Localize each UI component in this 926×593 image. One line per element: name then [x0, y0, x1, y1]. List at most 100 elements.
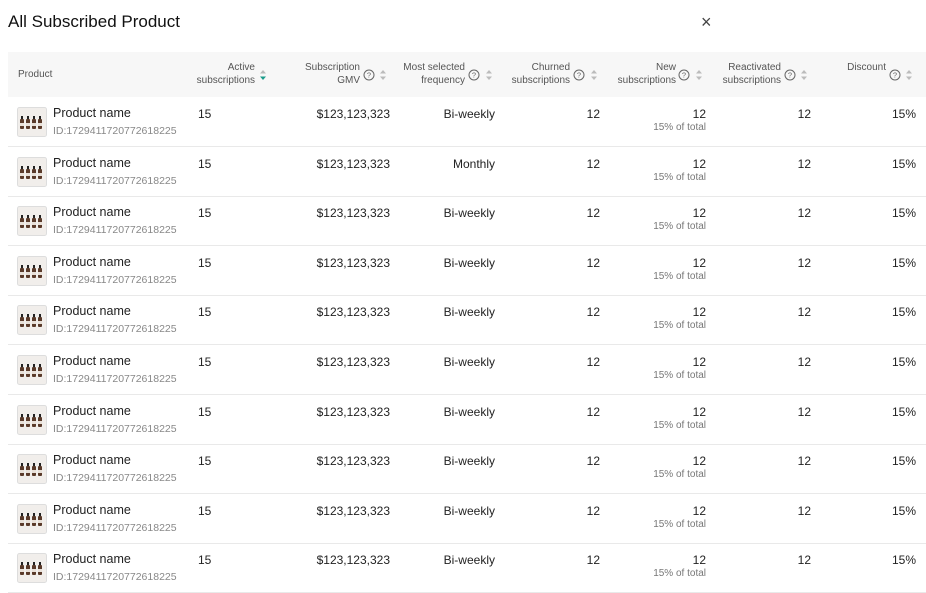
sort-button[interactable] [259, 68, 267, 80]
sort-button[interactable] [695, 68, 703, 80]
column-header: Reactivated subscriptions [722, 62, 781, 86]
new-share: 15% of total [653, 122, 706, 133]
active-subscriptions: 15 [198, 404, 212, 419]
product-id: ID:1729411720772618225 [53, 373, 177, 385]
active-subscriptions: 15 [198, 454, 212, 469]
product-name: Product name [53, 453, 131, 468]
discount: 15% [891, 305, 916, 320]
churned-subscriptions: 12 [586, 355, 600, 369]
column-header: Churned subscriptions [511, 62, 570, 86]
row-divider [8, 344, 926, 346]
subscription-gmv: $123,123,323 [316, 305, 390, 320]
new-subscriptions: 12 [692, 503, 706, 518]
help-icon: ? [363, 68, 375, 81]
churned-subscriptions: 12 [586, 404, 600, 419]
active-subscriptions: 15 [198, 107, 212, 121]
active-subscriptions: 15 [198, 503, 212, 518]
sort-button[interactable] [905, 68, 913, 80]
product-image-icon [17, 107, 47, 137]
svg-text:?: ? [788, 71, 792, 80]
new-share: 15% of total [653, 469, 706, 481]
discount: 15% [891, 156, 916, 171]
reactivated-subscriptions: 12 [797, 255, 811, 270]
row-divider [8, 294, 926, 296]
product-image [17, 355, 47, 385]
product-image-icon [17, 454, 47, 485]
churned-subscriptions: 12 [586, 156, 600, 171]
new-share: 15% of total [653, 270, 706, 282]
sort-button[interactable] [590, 68, 598, 80]
reactivated-subscriptions: 12 [797, 404, 811, 419]
reactivated-subscriptions: 12 [797, 503, 811, 518]
product-image [17, 255, 47, 286]
discount: 15% [891, 255, 916, 270]
product-name: Product name [53, 403, 131, 418]
sort-button[interactable] [800, 68, 808, 80]
help-icon: ? [468, 68, 480, 81]
churned-subscriptions: 12 [586, 305, 600, 320]
product-image [17, 404, 47, 435]
reactivated-subscriptions: 12 [797, 156, 811, 171]
column-header: Active subscriptions [196, 62, 255, 86]
active-subscriptions: 15 [198, 206, 212, 221]
sort-button-icon [801, 70, 807, 80]
product-image [17, 107, 47, 137]
new-subscriptions: 12 [692, 255, 706, 270]
column-header: Subscription GMV [304, 62, 360, 86]
product-image-icon [17, 404, 47, 435]
churned-subscriptions: 12 [586, 206, 600, 221]
product-name: Product name [53, 552, 131, 567]
new-subscriptions: 12 [692, 454, 706, 469]
active-subscriptions: 15 [198, 255, 212, 270]
sort-button[interactable] [379, 68, 387, 80]
new-subscriptions: 12 [692, 404, 706, 419]
product-image-icon [17, 553, 47, 584]
frequency: Bi-weekly [443, 355, 495, 369]
product-image-icon [17, 255, 47, 286]
frequency: Bi-weekly [443, 404, 495, 419]
help-icon: ? [784, 68, 796, 81]
new-share: 15% of total [653, 568, 706, 580]
product-image-icon [17, 206, 47, 237]
reactivated-subscriptions: 12 [797, 206, 811, 221]
discount: 15% [891, 404, 916, 419]
row-divider [8, 443, 926, 445]
new-subscriptions: 12 [692, 305, 706, 320]
help-icon-icon: ? [889, 69, 901, 81]
close-button[interactable]: × [701, 12, 712, 32]
product-name: Product name [53, 304, 131, 319]
product-name: Product name [53, 354, 131, 368]
subscription-gmv: $123,123,323 [316, 503, 390, 518]
product-name: Product name [53, 155, 131, 170]
help-icon-icon: ? [678, 69, 690, 81]
column-header: Product [18, 69, 53, 80]
new-subscriptions: 12 [692, 553, 706, 568]
sort-button[interactable] [485, 68, 493, 80]
svg-text:?: ? [893, 71, 897, 80]
product-id: ID:1729411720772618225 [53, 571, 177, 584]
churned-subscriptions: 12 [586, 255, 600, 270]
svg-text:?: ? [682, 71, 686, 80]
product-name: Product name [53, 254, 131, 269]
new-share: 15% of total [653, 221, 706, 233]
product-image [17, 305, 47, 336]
discount: 15% [891, 107, 916, 121]
frequency: Bi-weekly [443, 107, 495, 121]
subscription-gmv: $123,123,323 [316, 553, 390, 568]
product-image [17, 206, 47, 237]
new-subscriptions: 12 [692, 206, 706, 221]
product-id: ID:1729411720772618225 [53, 422, 177, 435]
column-header: Most selected frequency [403, 62, 465, 86]
row-divider [8, 146, 926, 147]
row-divider [8, 493, 926, 495]
sort-button-icon [380, 70, 386, 80]
churned-subscriptions: 12 [586, 503, 600, 518]
row-divider [8, 394, 926, 395]
new-subscriptions: 12 [692, 355, 706, 369]
product-image [17, 454, 47, 485]
frequency: Bi-weekly [443, 255, 495, 270]
product-id: ID:1729411720772618225 [53, 125, 177, 137]
help-icon-icon: ? [784, 69, 796, 81]
discount: 15% [891, 454, 916, 469]
